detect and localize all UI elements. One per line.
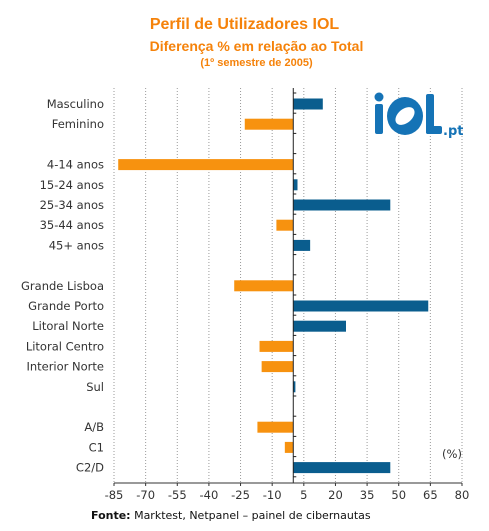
x-tick-label: -25 — [231, 488, 250, 502]
x-tick-label: 20 — [328, 488, 343, 502]
bar-4-14-anos — [118, 159, 294, 171]
svg-text:.pt: .pt — [443, 124, 463, 139]
x-tick-label: 5 — [300, 488, 307, 502]
bar-feminino — [244, 118, 294, 130]
bar-grande-lisboa — [234, 280, 294, 292]
category-label: A/B — [84, 420, 104, 434]
unit-label: (%) — [442, 447, 462, 461]
bar-grande-porto — [293, 300, 429, 312]
source-label: Fonte: — [91, 509, 131, 522]
x-tick-label: -55 — [168, 488, 187, 502]
x-tick-label: -70 — [136, 488, 155, 502]
category-label: 15-24 anos — [40, 178, 104, 192]
category-label: 35-44 anos — [40, 218, 104, 232]
bar-25-34-anos — [293, 199, 391, 211]
category-label: C1 — [89, 440, 104, 454]
x-tick-label: 35 — [360, 488, 375, 502]
bar-35-44-anos — [276, 219, 294, 231]
category-label: Grande Lisboa — [21, 279, 104, 293]
category-label: Litoral Centro — [26, 339, 104, 353]
category-label: Grande Porto — [28, 299, 104, 313]
category-label: 45+ anos — [49, 238, 104, 252]
chart-title: Perfil de Utilizadores IOL — [149, 16, 340, 33]
category-label: Litoral Norte — [32, 319, 104, 333]
bar-45-anos — [293, 239, 311, 251]
iol-logo: .pt — [374, 92, 463, 139]
bar-c1 — [284, 441, 294, 453]
bar-litoral-centro — [259, 340, 294, 352]
category-label: 4-14 anos — [47, 158, 104, 172]
category-label: Interior Norte — [26, 360, 104, 374]
category-label: Sul — [86, 380, 104, 394]
bar-interior-norte — [261, 361, 294, 373]
x-tick-label: 80 — [455, 488, 470, 502]
x-tick-label: 50 — [391, 488, 406, 502]
category-label: Masculino — [47, 97, 104, 111]
x-tick-label: -10 — [263, 488, 282, 502]
bar-litoral-norte — [293, 320, 346, 332]
category-label: C2/D — [76, 461, 104, 475]
bar-15-24-anos — [293, 179, 298, 191]
category-label: Feminino — [52, 117, 104, 131]
source-text: Marktest, Netpanel – painel de cibernaut… — [134, 509, 371, 522]
x-tick-label: 65 — [423, 488, 438, 502]
category-label: 25-34 anos — [40, 198, 104, 212]
bar-sul — [293, 381, 296, 393]
bar-a-b — [257, 421, 294, 433]
bar-masculino — [293, 98, 323, 110]
chart-subtitle: Diferença % em relação ao Total — [149, 38, 364, 54]
bar-c2-d — [293, 462, 391, 474]
x-tick-label: -40 — [200, 488, 219, 502]
x-tick-label: -85 — [105, 488, 124, 502]
chart-period: (1º semestre de 2005) — [200, 57, 313, 69]
source-note: Fonte: Marktest, Netpanel – painel de ci… — [91, 509, 371, 522]
